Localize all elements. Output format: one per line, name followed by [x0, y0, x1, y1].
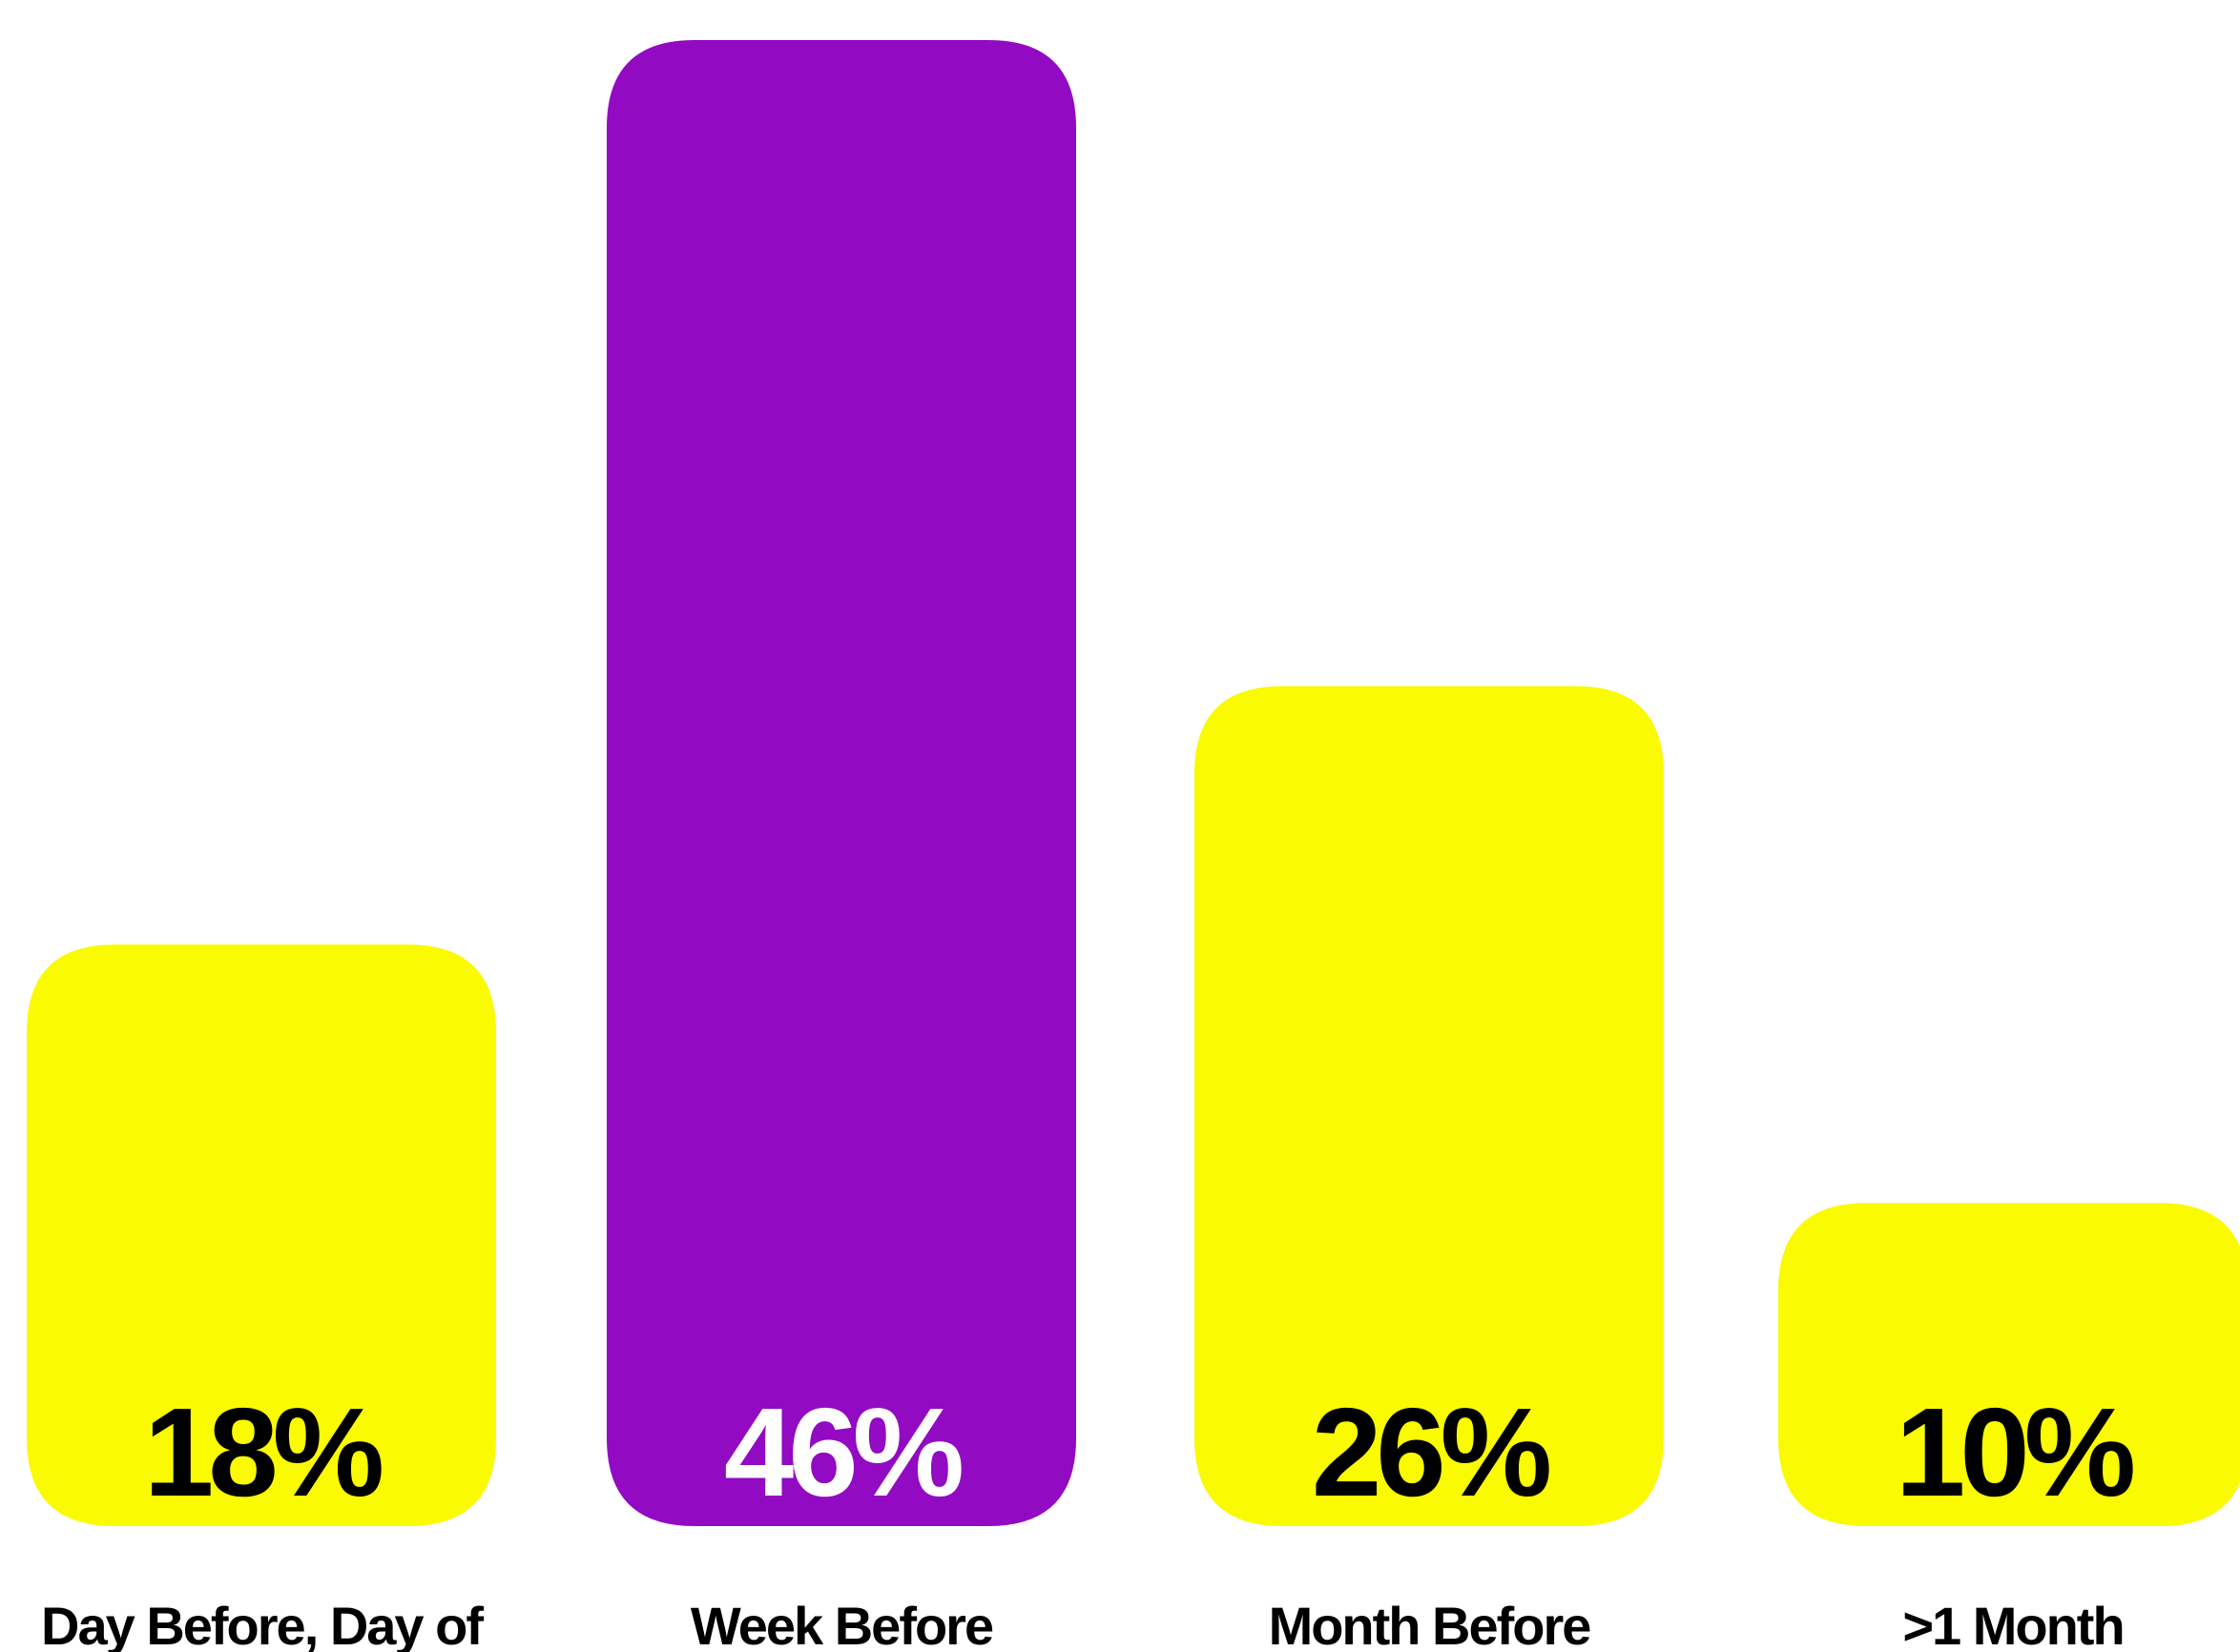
bar-1 — [607, 40, 1076, 1526]
bar-3 — [1778, 1203, 2240, 1526]
bar-2 — [1194, 686, 1664, 1526]
bars — [27, 40, 2240, 1526]
category-labels: Day Before, Day of Week Before Month Befor… — [41, 1596, 2126, 1652]
bar-value-label-2: 26% — [1312, 1382, 1549, 1522]
value-labels: 18% 46% 26% 10% — [144, 1382, 2139, 1522]
bar-0 — [27, 944, 496, 1526]
bar-value-label-3: 10% — [1896, 1382, 2133, 1522]
category-label-1: Week Before — [691, 1596, 993, 1652]
category-label-3: >1 Month — [1902, 1596, 2123, 1652]
category-label-0: Day Before, Day of — [41, 1596, 484, 1652]
bar-value-label-1: 46% — [724, 1382, 962, 1522]
bar-value-label-0: 18% — [144, 1382, 382, 1522]
category-label-2: Month Before — [1269, 1596, 1591, 1652]
